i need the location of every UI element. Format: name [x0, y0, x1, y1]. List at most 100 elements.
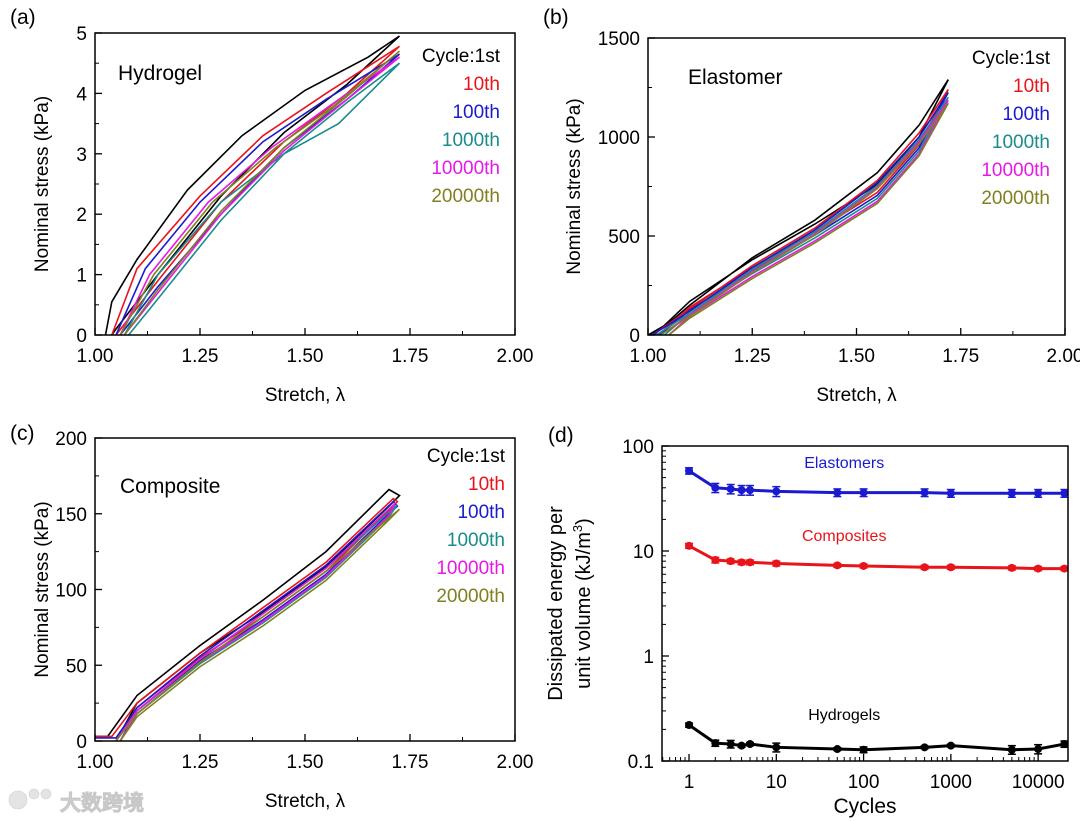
- x-tick-label: 10000: [1012, 772, 1065, 793]
- watermark-logo-icon: [40, 788, 52, 800]
- legend-entry-20000th: 20000th: [981, 188, 1050, 209]
- curve-cycle-100th: [651, 92, 949, 335]
- panel-c: (c)CompositeCycle:1st10th100th1000th1000…: [10, 422, 533, 812]
- y-tick-label: 10: [633, 542, 654, 563]
- x-axis-label: Stretch, λ: [265, 385, 346, 406]
- x-tick-label: 100: [848, 772, 880, 793]
- curve-cycle-1000th: [655, 96, 949, 335]
- data-point: [946, 489, 955, 498]
- legend-entry-20000th: 20000th: [431, 186, 500, 207]
- y-tick-label: 100: [55, 581, 87, 602]
- legend-label: 1000th: [442, 130, 500, 151]
- data-point: [1060, 489, 1069, 498]
- y-tick-label: 0: [76, 326, 87, 347]
- legend-label: 10000th: [981, 160, 1050, 181]
- curve-cycle-20000th: [660, 102, 949, 335]
- y-axis-label: Nominal stress (kPa): [32, 501, 53, 677]
- x-tick-label: 2.00: [497, 752, 534, 773]
- legend-entry-20000th: 20000th: [436, 586, 505, 607]
- data-point: [833, 561, 842, 570]
- x-axis-label: Stretch, λ: [816, 385, 897, 406]
- x-tick-label: 2.00: [1047, 346, 1080, 367]
- x-tick-label: 1.25: [734, 346, 771, 367]
- legend-entry-1st: Cycle:1st: [972, 48, 1051, 69]
- data-point: [859, 745, 868, 754]
- legend-label: 100th: [452, 102, 500, 123]
- data-point: [711, 483, 720, 492]
- y-label-end: ): [573, 518, 595, 525]
- y-tick-label: 4: [76, 84, 87, 105]
- x-tick-label: 10: [766, 772, 787, 793]
- legend: Cycle:1st 10th 100th 1000th 10000th 20000th: [972, 48, 1051, 209]
- y-label-text: unit volume (kJ/m: [573, 532, 595, 689]
- curve-cycle-1000th: [123, 62, 401, 335]
- y-tick-label: 200: [55, 429, 87, 450]
- x-tick-label: 1.50: [838, 346, 875, 367]
- series-label-hydrogels: Hydrogels: [808, 707, 880, 724]
- curve-cycle-10th: [651, 89, 949, 335]
- legend-title: Cycle:: [427, 446, 480, 467]
- data-point: [946, 563, 955, 572]
- data-point: [737, 741, 746, 750]
- legend-title: Cycle:: [422, 46, 475, 67]
- panel-label: (d): [548, 424, 574, 447]
- x-tick-label: 2.00: [497, 346, 534, 367]
- watermark-logo-icon: [28, 788, 40, 800]
- legend-entry-1000th: 1000th: [992, 132, 1050, 153]
- panel-title: Elastomer: [688, 66, 783, 89]
- watermark-logo: 大数跨境: [8, 788, 144, 815]
- x-axis-label: Stretch, λ: [265, 791, 346, 812]
- data-point: [920, 743, 929, 752]
- data-point: [711, 556, 720, 565]
- legend-label: 1st: [480, 446, 506, 467]
- series-label-composites: Composites: [802, 528, 886, 545]
- data-point: [772, 487, 781, 496]
- legend-entry-10th: 10th: [468, 474, 505, 495]
- y-tick-label: 3: [76, 145, 87, 166]
- y-tick-label: 0: [76, 732, 87, 753]
- x-tick-label: 1.00: [630, 346, 667, 367]
- y-tick-label: 100: [622, 437, 654, 458]
- x-tick-label: 1.50: [287, 346, 324, 367]
- x-axis-label: Cycles: [833, 795, 896, 818]
- y-tick-label: 5: [76, 24, 87, 45]
- legend-label: 1st: [1025, 48, 1051, 69]
- data-point: [685, 466, 694, 475]
- legend: Cycle:1st 10th 100th 1000th 10000th 20000th: [427, 446, 506, 607]
- legend-entry-10000th: 10000th: [981, 160, 1050, 181]
- data-point: [685, 721, 694, 730]
- y-tick-label: 1000: [598, 128, 640, 149]
- legend-entry-1st: Cycle:1st: [422, 46, 501, 67]
- y-tick-label: 1: [643, 647, 654, 668]
- x-tick-label: 1.50: [287, 752, 324, 773]
- legend: Cycle:1st 10th 100th 1000th 10000th 20000th: [422, 46, 501, 207]
- plot-frame: [661, 445, 1069, 762]
- data-point: [726, 557, 735, 566]
- legend-label: 1st: [475, 46, 501, 67]
- data-point: [772, 743, 781, 752]
- data-point: [1034, 489, 1043, 498]
- legend-label: 10th: [1013, 76, 1050, 97]
- legend-label: 10000th: [431, 158, 500, 179]
- x-tick-label: 1.25: [182, 752, 219, 773]
- y-tick-label: 1500: [598, 29, 640, 50]
- data-point: [685, 541, 694, 550]
- legend-label: 10000th: [436, 558, 505, 579]
- data-point: [726, 484, 735, 493]
- legend-label: 20000th: [431, 186, 500, 207]
- legend-label: 20000th: [981, 188, 1050, 209]
- watermark-logo-icon: [8, 790, 28, 810]
- series-label-elastomers: Elastomers: [804, 455, 884, 472]
- panel-title: Composite: [120, 475, 220, 498]
- data-point: [859, 488, 868, 497]
- legend-entry-1000th: 1000th: [442, 130, 500, 151]
- y-tick-label: 150: [55, 505, 87, 526]
- data-point: [920, 488, 929, 497]
- panel-b: (b) Elastomer Cycle:1st 10th 100th 1000th 1000…: [543, 6, 1080, 406]
- y-axis-label-line1: Dissipated energy per: [545, 506, 567, 701]
- panel-d: (d) Elastomers Composites Hydrogels 1 10 100 10…: [545, 424, 1069, 818]
- curve-cycle-10000th: [660, 99, 949, 335]
- data-point: [833, 745, 842, 754]
- curve-cycle-10th: [111, 45, 401, 335]
- y-tick-label: 2: [76, 205, 87, 226]
